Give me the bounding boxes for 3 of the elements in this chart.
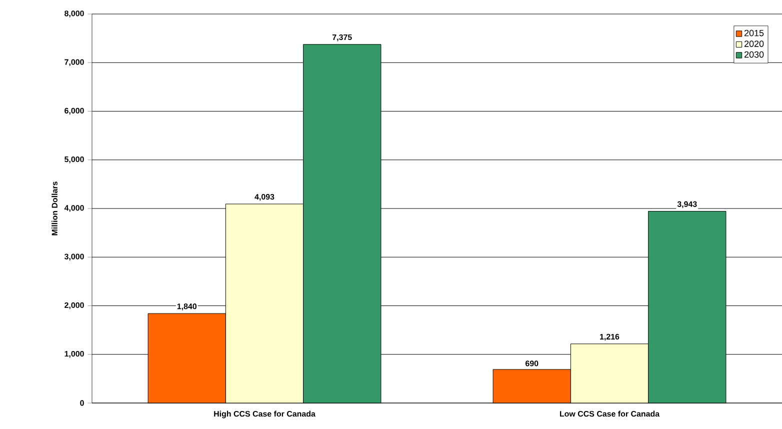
legend-label: 2030 [744, 51, 764, 58]
legend-label: 2015 [744, 30, 764, 36]
legend-label: 2020 [744, 40, 764, 47]
